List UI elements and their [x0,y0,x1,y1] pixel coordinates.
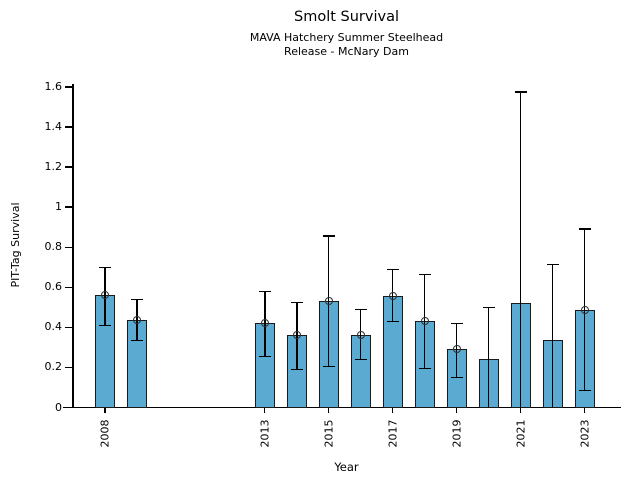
error-cap-bottom-2019 [450,376,463,379]
x-tick [328,408,330,414]
x-tick-label: 2017 [386,419,400,448]
x-tick-label: 2015 [322,419,336,448]
error-cap-bottom-2008 [99,324,111,327]
error-cap-top-2017 [386,268,399,270]
y-tick-label: 1.4 [44,119,63,133]
error-cap-top-2014 [290,301,303,303]
y-tick [65,206,73,208]
point-marker-2008 [101,291,109,300]
y-tick-label: 1.2 [44,160,63,174]
x-tick-label: 2023 [578,419,592,448]
error-cap-bottom-2015 [322,365,335,368]
x-tick [456,408,458,414]
x-axis-spine [63,407,621,409]
y-tick-label: 0.8 [44,240,63,254]
y-tick [65,166,73,168]
y-tick-label: 0.4 [44,320,63,334]
y-tick-label: 0.6 [44,280,63,294]
error-cap-top-2019 [450,322,463,325]
error-cap-bottom-2023 [578,389,591,392]
x-tick-label: 2021 [514,419,528,448]
error-cap-bottom-2013 [258,355,271,358]
x-tick [583,408,586,414]
x-tick-label: 2019 [450,419,464,448]
y-tick-label: 1 [55,200,62,214]
point-marker-2013 [260,319,269,328]
y-tick [65,126,73,128]
y-tick [65,286,73,288]
point-marker-2017 [388,292,397,301]
y-tick [65,326,73,328]
y-tick [65,246,73,248]
x-tick [104,408,106,414]
y-axis-spine [72,84,74,409]
point-marker-2014 [292,331,301,340]
error-bar-2021 [519,91,522,408]
error-cap-bottom-2017 [386,320,399,323]
error-cap-top-2008 [99,266,111,268]
x-tick-label: 2008 [98,419,112,448]
error-cap-top-2009 [130,298,143,300]
error-cap-top-2015 [322,235,335,237]
point-marker-2016 [356,331,365,340]
error-cap-top-2023 [578,228,591,230]
error-cap-bottom-2009 [130,339,143,342]
x-tick [519,408,522,414]
point-marker-2019 [452,345,461,354]
chart-subtitle-release: Release - McNary Dam [284,45,409,58]
error-cap-top-2021 [514,91,527,93]
error-bar-2022 [551,264,554,408]
y-tick-label: 0.2 [44,360,63,374]
error-cap-bottom-2018 [418,367,431,370]
error-cap-top-2018 [418,273,431,275]
error-cap-bottom-2014 [290,368,303,371]
y-tick [65,366,73,369]
error-cap-top-2022 [546,263,559,265]
chart-title: Smolt Survival [294,9,399,25]
error-cap-top-2020 [482,306,495,308]
x-axis-label: Year [334,460,359,474]
error-cap-top-2016 [354,308,367,310]
x-tick-label: 2013 [258,419,272,448]
y-tick [65,86,73,88]
point-marker-2015 [324,297,333,306]
y-tick [65,406,73,409]
y-tick-label: 0 [55,400,62,414]
error-cap-bottom-2016 [354,358,367,361]
x-tick [264,408,266,414]
error-bar-2020 [487,307,490,408]
error-cap-top-2013 [258,290,271,292]
y-tick-label: 1.6 [44,79,63,93]
point-marker-2009 [132,316,141,325]
x-tick [392,408,394,414]
point-marker-2023 [580,306,589,315]
chart-subtitle-hatchery: MAVA Hatchery Summer Steelhead [249,31,444,44]
point-marker-2018 [420,317,429,326]
